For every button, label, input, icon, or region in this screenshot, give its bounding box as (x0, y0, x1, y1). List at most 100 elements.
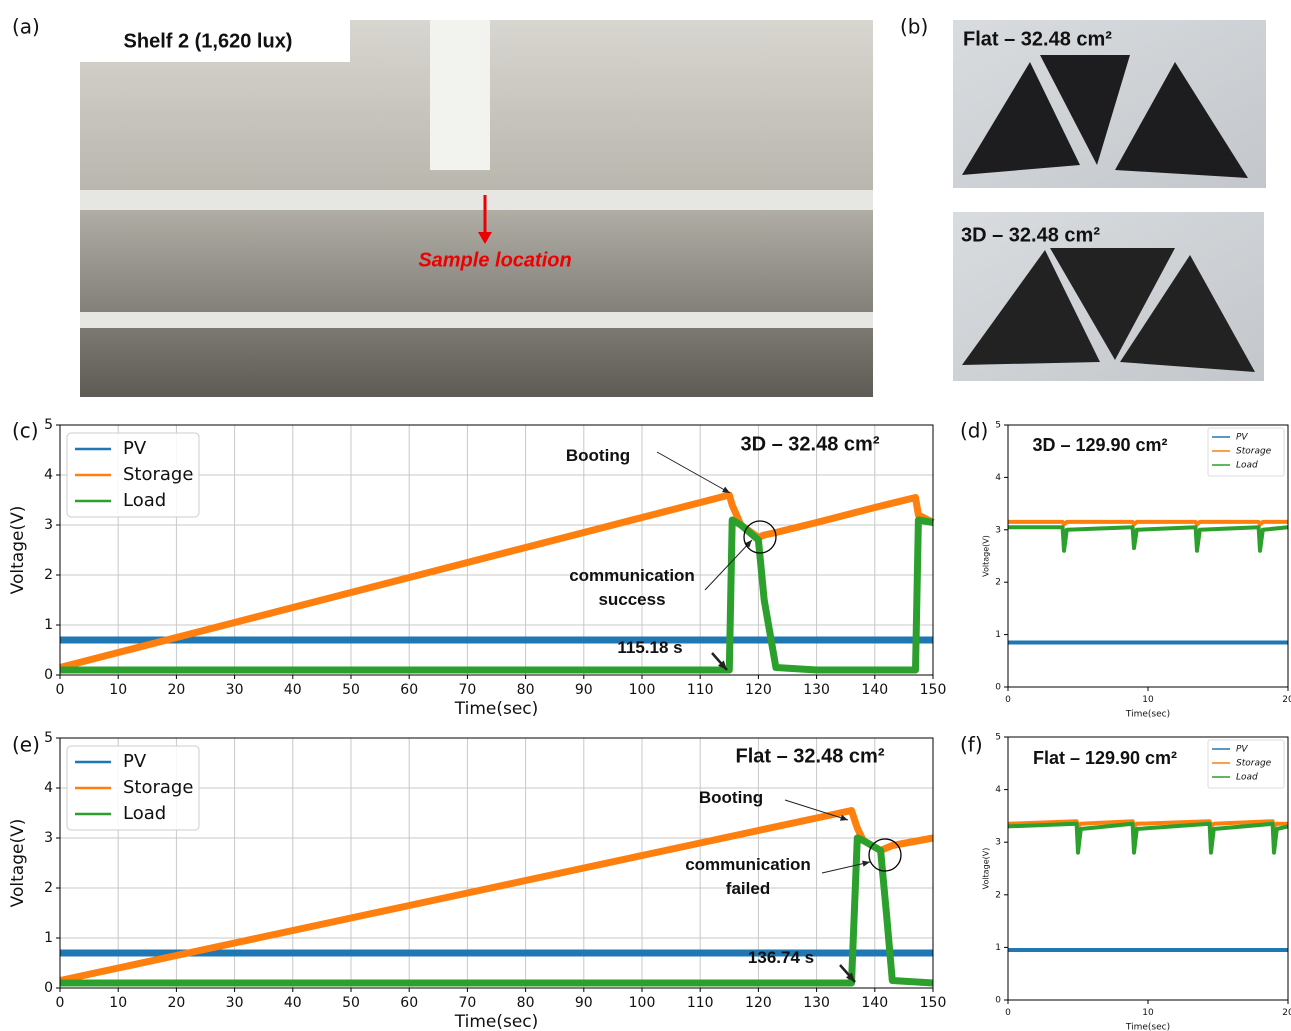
annotation-text: 136.74 s (731, 946, 831, 970)
arrow-head (862, 861, 870, 867)
x-tick-label: 100 (629, 995, 656, 1011)
legend-label: Storage (1236, 447, 1272, 457)
legend-label: PV (123, 751, 147, 772)
x-tick-label: 0 (56, 682, 65, 698)
annotation-text: Booting (558, 444, 638, 468)
x-tick-label: 10 (1142, 1008, 1154, 1018)
y-tick-label: 3 (995, 525, 1001, 535)
marker-label: Sample location (418, 249, 571, 271)
x-tick-label: 20 (1282, 1008, 1291, 1018)
x-tick-label: 80 (517, 682, 535, 698)
legend-label: Storage (123, 777, 193, 798)
legend-label: PV (1236, 745, 1248, 755)
light (430, 20, 490, 170)
legend-label: PV (123, 438, 147, 459)
y-tick-label: 2 (44, 567, 53, 583)
x-tick-label: 50 (342, 995, 360, 1011)
annotation-text: communication success (552, 564, 712, 612)
y-tick-label: 2 (995, 890, 1001, 900)
panel-label: (a) (12, 15, 40, 39)
x-tick-label: 10 (1142, 695, 1154, 705)
y-tick-label: 3 (44, 517, 53, 533)
y-tick-label: 1 (44, 617, 53, 633)
x-tick-label: 30 (226, 682, 244, 698)
x-tick-label: 110 (687, 995, 714, 1011)
y-axis-label: Voltage(V) (982, 848, 991, 890)
y-tick-label: 0 (995, 996, 1001, 1006)
shelf (80, 312, 873, 328)
x-tick-label: 50 (342, 682, 360, 698)
series-line (1008, 527, 1288, 551)
legend-label: Storage (1236, 759, 1272, 769)
chart-title: Flat – 32.48 cm² (736, 745, 885, 767)
annotation-arrow (822, 862, 870, 873)
y-tick-label: 5 (44, 417, 53, 433)
arrow-head (722, 487, 730, 493)
x-tick-label: 90 (575, 995, 593, 1011)
x-axis-label: Time(sec) (1125, 1023, 1170, 1031)
x-tick-label: 120 (745, 682, 772, 698)
y-tick-label: 3 (44, 830, 53, 846)
legend-label: Storage (123, 464, 193, 485)
y-tick-label: 4 (995, 473, 1001, 483)
x-tick-label: 40 (284, 682, 302, 698)
panel-label: (b) (900, 15, 928, 39)
x-tick-label: 150 (920, 682, 947, 698)
series-line (1008, 522, 1288, 525)
panel-label: (c) (12, 419, 39, 443)
x-tick-label: 150 (920, 995, 947, 1011)
x-tick-label: 90 (575, 682, 593, 698)
x-tick-label: 0 (56, 995, 65, 1011)
x-tick-label: 20 (167, 682, 185, 698)
y-tick-label: 4 (44, 467, 53, 483)
legend-label: Load (1236, 773, 1258, 783)
y-axis-label: Voltage(V) (8, 506, 28, 595)
chart-title: 3D – 32.48 cm² (741, 433, 880, 455)
y-tick-label: 1 (44, 930, 53, 946)
legend-label: Load (123, 490, 166, 511)
y-tick-label: 4 (995, 785, 1001, 795)
x-axis-label: Time(sec) (454, 1012, 539, 1031)
shelf (80, 190, 873, 210)
x-axis-label: Time(sec) (1125, 710, 1170, 720)
x-tick-label: 0 (1005, 695, 1011, 705)
annotation: Booting (558, 444, 638, 498)
y-tick-label: 5 (995, 733, 1001, 743)
y-axis-label: Voltage(V) (982, 535, 991, 577)
legend-label: Load (123, 803, 166, 824)
y-tick-label: 1 (995, 630, 1001, 640)
annotation: 136.74 s (731, 946, 831, 1000)
x-tick-label: 130 (803, 682, 830, 698)
x-tick-label: 60 (400, 995, 418, 1011)
figure: Shelf 2 (1,620 lux) Sample location (a) … (0, 0, 1291, 1031)
annotation: communication failed (668, 853, 828, 907)
y-tick-label: 5 (995, 421, 1001, 431)
y-tick-label: 0 (995, 683, 1001, 693)
y-tick-label: 3 (995, 838, 1001, 848)
x-tick-label: 60 (400, 682, 418, 698)
y-axis-label: Voltage(V) (8, 819, 28, 908)
x-tick-label: 70 (458, 995, 476, 1011)
annotation-text: communication failed (668, 853, 828, 901)
annotation: communication success (552, 564, 712, 618)
y-tick-label: 0 (44, 667, 53, 683)
legend-label: Load (1236, 461, 1258, 471)
photo-caption: 3D – 32.48 cm² (961, 224, 1100, 246)
annotation-text: 115.18 s (600, 636, 700, 660)
annotation-arrow (657, 452, 730, 493)
annotation-text: Booting (691, 786, 771, 810)
chart-title: 3D – 129.90 cm² (1032, 435, 1167, 455)
series-line (60, 520, 933, 670)
x-tick-label: 40 (284, 995, 302, 1011)
y-tick-label: 5 (44, 730, 53, 746)
x-axis-label: Time(sec) (454, 699, 539, 719)
x-tick-label: 10 (109, 682, 127, 698)
x-tick-label: 20 (1282, 695, 1291, 705)
photo-caption: Shelf 2 (1,620 lux) (124, 30, 293, 52)
x-tick-label: 20 (167, 995, 185, 1011)
x-tick-label: 30 (226, 995, 244, 1011)
x-tick-label: 80 (517, 995, 535, 1011)
y-tick-label: 2 (995, 578, 1001, 588)
x-tick-label: 140 (861, 995, 888, 1011)
x-tick-label: 0 (1005, 1008, 1011, 1018)
